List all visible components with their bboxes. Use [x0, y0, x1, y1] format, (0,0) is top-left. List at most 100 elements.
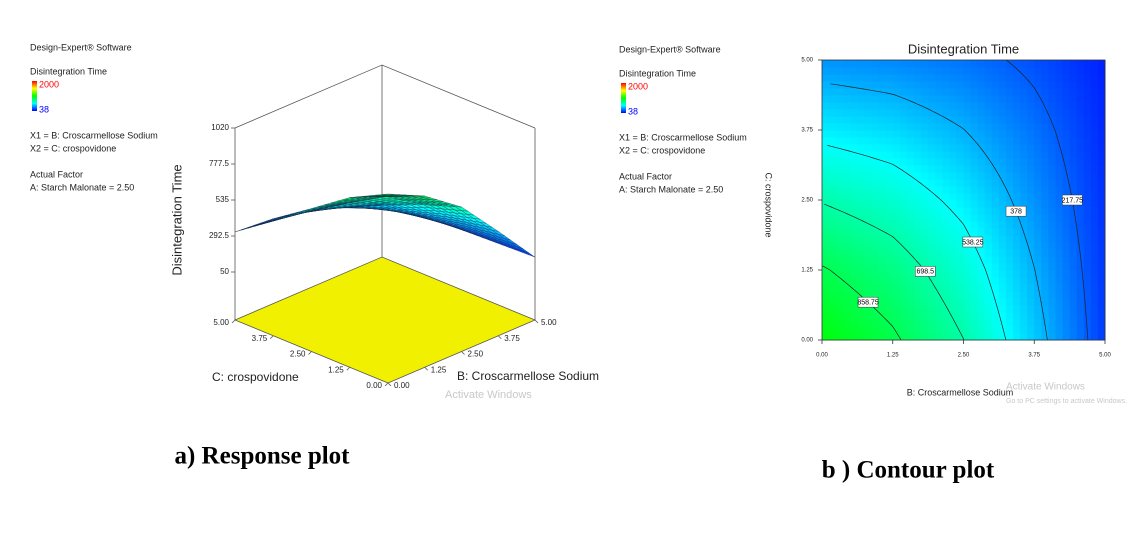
contour-fill: [906, 193, 915, 201]
contour-fill: [998, 116, 1007, 124]
contour-fill: [1013, 102, 1021, 110]
contour-fill: [991, 207, 1000, 215]
contour-fill: [991, 123, 1000, 131]
contour-fill: [921, 305, 929, 313]
contour-fill: [928, 67, 936, 75]
contour-fill: [864, 200, 873, 208]
contour-fill: [998, 186, 1007, 194]
contour-fill: [1027, 109, 1035, 117]
contour-fill: [949, 235, 957, 243]
contour-fill: [1005, 137, 1014, 145]
contour-fill: [942, 270, 950, 278]
contour-fill: [878, 116, 887, 124]
contour-fill: [1097, 333, 1106, 341]
contour-fill: [998, 270, 1007, 278]
contour-fill: [1027, 102, 1035, 110]
contour-label-box: [1062, 194, 1083, 206]
contour-fill: [949, 326, 957, 334]
contour-fill: [822, 312, 830, 320]
contour-fill: [822, 102, 830, 110]
contour-fill: [850, 165, 858, 173]
contour-fill: [1027, 221, 1035, 229]
contour-fill: [822, 305, 830, 313]
contour-fill: [850, 144, 858, 152]
contour-fill: [1027, 123, 1035, 131]
contour-fill: [1083, 130, 1092, 138]
contour-fill: [1097, 277, 1106, 285]
contour-fill: [829, 151, 837, 159]
contour-fill: [1020, 88, 1028, 96]
contour-fill: [1097, 228, 1106, 236]
contour-fill: [1076, 319, 1085, 327]
contour-fill: [829, 200, 837, 208]
contour-fill: [878, 186, 887, 194]
contour-fill: [991, 144, 1000, 152]
contour-fill: [885, 242, 894, 250]
contour-fill: [1005, 102, 1014, 110]
contour-fill: [956, 319, 964, 327]
contour-fill: [949, 242, 957, 250]
contour-fill: [963, 263, 972, 271]
contour-fill: [850, 298, 858, 306]
contour-fill: [878, 200, 887, 208]
contour-fill: [822, 200, 830, 208]
contour-fill: [857, 249, 865, 257]
contour-fill: [984, 67, 993, 75]
contour-fill: [892, 179, 901, 187]
y-tick-label: 2.50: [801, 198, 813, 204]
contour-fill: [857, 67, 865, 75]
contour-fill: [1083, 81, 1092, 89]
contour-fill: [892, 116, 901, 124]
contour-fill: [1048, 291, 1056, 299]
contour-fill: [998, 249, 1007, 257]
contour-fill: [913, 207, 922, 215]
contour-fill: [956, 137, 964, 145]
contour-fill: [977, 291, 986, 299]
contour-fill: [942, 67, 950, 75]
contour-fill: [1069, 277, 1078, 285]
contour-fill: [921, 130, 929, 138]
contour-fill: [928, 298, 936, 306]
contour-fill: [843, 221, 851, 229]
contour-fill: [956, 130, 964, 138]
contour-fill: [899, 270, 908, 278]
contour-fill: [878, 291, 887, 299]
contour-fill: [892, 242, 901, 250]
contour-fill: [991, 235, 1000, 243]
contour-fill: [892, 88, 901, 96]
contour-fill: [935, 67, 943, 75]
contour-fill: [850, 256, 858, 264]
contour-fill: [913, 151, 922, 159]
contour-fill: [1020, 151, 1028, 159]
contour-fill: [1090, 312, 1099, 320]
contour-fill: [1020, 102, 1028, 110]
contour-fill: [1041, 116, 1049, 124]
contour-fill: [998, 74, 1007, 82]
contour-fill: [1041, 165, 1049, 173]
contour-fill: [892, 200, 901, 208]
contour-fill: [956, 186, 964, 194]
z-axis-label: Disintegration Time: [169, 164, 184, 275]
contour-fill: [1027, 298, 1035, 306]
contour-fill: [921, 256, 929, 264]
contour-fill: [1076, 130, 1085, 138]
contour-fill: [906, 256, 915, 264]
contour-fill: [1083, 277, 1092, 285]
contour-fill: [878, 109, 887, 117]
contour-fill: [1013, 326, 1021, 334]
contour-fill: [1062, 207, 1071, 215]
contour-fill: [977, 67, 986, 75]
contour-fill: [1005, 172, 1014, 180]
contour-fill: [843, 186, 851, 194]
contour-fill: [935, 298, 943, 306]
contour-fill: [977, 102, 986, 110]
contour-fill: [913, 235, 922, 243]
contour-fill: [977, 179, 986, 187]
contour-fill: [1076, 88, 1085, 96]
contour-fill: [998, 326, 1007, 334]
contour-fill: [998, 88, 1007, 96]
z-tick-label: 292.5: [209, 231, 230, 240]
contour-fill: [1005, 200, 1014, 208]
contour-fill: [913, 319, 922, 327]
contour-fill: [1083, 284, 1092, 292]
